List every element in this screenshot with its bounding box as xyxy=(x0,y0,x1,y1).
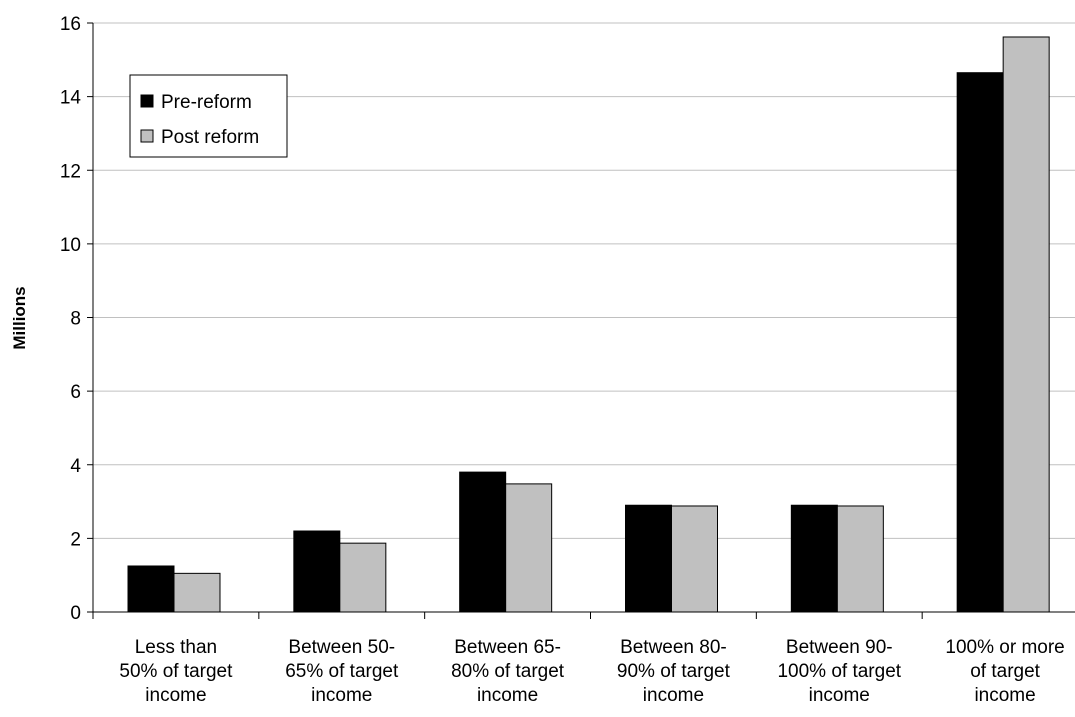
y-tick-label: 8 xyxy=(70,309,81,330)
bar-pre-reform xyxy=(293,530,341,613)
y-tick-label: 4 xyxy=(70,456,81,477)
bar-pre-reform xyxy=(790,504,838,613)
bar-pre-reform xyxy=(127,565,175,613)
bars xyxy=(127,36,1050,613)
x-category-label: 100% or more of target income xyxy=(945,637,1064,706)
x-category-label: Between 90-100% of target income xyxy=(777,637,901,706)
bar-post-reform xyxy=(173,572,221,613)
y-axis-title: Millions xyxy=(10,286,29,349)
bar-post-reform xyxy=(505,483,553,613)
bar-post-reform xyxy=(339,542,387,613)
y-tick-label: 6 xyxy=(70,382,81,403)
y-tick-label: 14 xyxy=(60,88,82,109)
axes: 0 2 4 6 8 10 12 14 16 Less than 50% of target incom… xyxy=(60,14,1075,706)
legend-label-pre-reform: Pre-reform xyxy=(161,92,252,113)
x-category-label: Less than 50% of target income xyxy=(119,637,233,706)
bar-pre-reform xyxy=(625,504,672,613)
legend-swatch-pre-reform xyxy=(140,94,154,108)
legend: Pre-reform Post reform xyxy=(129,74,288,158)
legend-label-post-reform: Post reform xyxy=(161,127,259,148)
y-tick-label: 12 xyxy=(60,161,81,182)
bar-pre-reform xyxy=(459,471,507,613)
bar-post-reform xyxy=(1002,36,1050,613)
bar-pre-reform xyxy=(956,72,1004,613)
x-category-label: Between 50-65% of target income xyxy=(285,637,399,706)
legend-box xyxy=(129,74,288,158)
legend-swatch-post-reform xyxy=(140,129,154,143)
x-category-label: Between 65-80% of target income xyxy=(451,637,565,706)
bar-post-reform xyxy=(836,505,884,613)
y-tick-label: 10 xyxy=(60,235,81,256)
y-tick-label: 16 xyxy=(60,14,81,35)
y-tick-label: 0 xyxy=(70,603,81,624)
bar-post-reform xyxy=(671,505,718,613)
y-tick-label: 2 xyxy=(70,529,81,550)
x-category-label: Between 80-90% of target income xyxy=(617,637,731,706)
